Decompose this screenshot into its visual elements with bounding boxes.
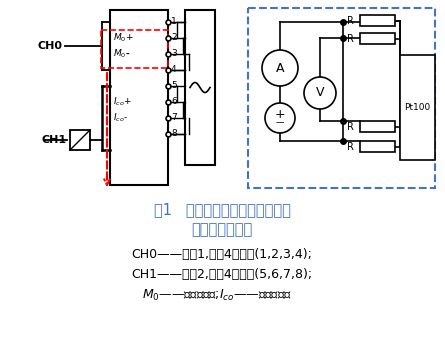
Text: R: R xyxy=(347,121,354,132)
Text: $M_0$——测量输入端;$I_{co}$——电流输出端: $M_0$——测量输入端;$I_{co}$——电流输出端 xyxy=(142,288,292,303)
Text: $M_0$+: $M_0$+ xyxy=(113,32,134,44)
Text: 3: 3 xyxy=(171,50,177,58)
Circle shape xyxy=(304,77,336,109)
Text: 2: 2 xyxy=(171,33,177,43)
Text: 1: 1 xyxy=(171,18,177,26)
Text: +: + xyxy=(275,108,285,121)
Text: $I_{co}$-: $I_{co}$- xyxy=(113,112,128,124)
Text: CH0: CH0 xyxy=(38,41,63,51)
Text: $I_{co}$+: $I_{co}$+ xyxy=(113,96,132,108)
Text: 8: 8 xyxy=(171,130,177,138)
Polygon shape xyxy=(360,141,395,152)
Polygon shape xyxy=(400,55,435,160)
Text: 7: 7 xyxy=(171,113,177,122)
Text: R: R xyxy=(347,142,354,151)
Text: V: V xyxy=(316,87,324,100)
Text: Pt100: Pt100 xyxy=(405,103,431,112)
Circle shape xyxy=(265,103,295,133)
Polygon shape xyxy=(360,33,395,44)
Text: 四线制测量原理: 四线制测量原理 xyxy=(191,222,253,237)
Text: A: A xyxy=(276,62,284,75)
Polygon shape xyxy=(360,121,395,132)
Text: CH1——通道2,包含4个端子(5,6,7,8);: CH1——通道2,包含4个端子(5,6,7,8); xyxy=(131,268,312,281)
Text: 6: 6 xyxy=(171,98,177,107)
Circle shape xyxy=(262,50,298,86)
Text: CH0——通道1,包含4个端子(1,2,3,4);: CH0——通道1,包含4个端子(1,2,3,4); xyxy=(132,248,312,261)
Text: R: R xyxy=(347,15,354,25)
Text: R: R xyxy=(347,33,354,44)
Text: 图1   模拟量输入模块连接热电阻: 图1 模拟量输入模块连接热电阻 xyxy=(154,202,291,217)
Text: $M_0$-: $M_0$- xyxy=(113,48,130,60)
Text: 4: 4 xyxy=(171,65,177,75)
Text: 5: 5 xyxy=(171,82,177,90)
Text: CH1: CH1 xyxy=(42,135,67,145)
Polygon shape xyxy=(360,15,395,26)
Text: —: — xyxy=(276,119,284,127)
